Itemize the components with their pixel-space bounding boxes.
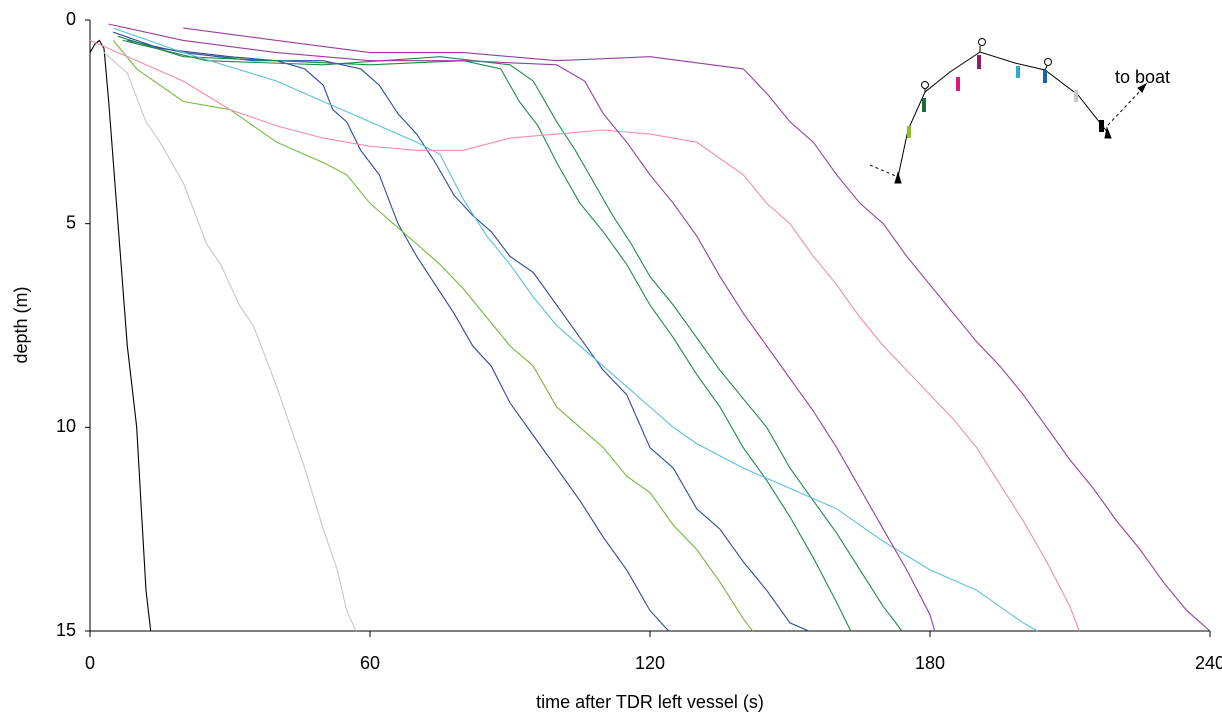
- y-tick-label: 10: [56, 416, 76, 436]
- data-line: [108, 23, 936, 632]
- data-line: [89, 39, 1080, 632]
- data-line: [103, 52, 357, 632]
- x-tick-label: 180: [915, 653, 945, 673]
- x-axis-title: time after TDR left vessel (s): [536, 692, 764, 712]
- y-tick-label: 15: [56, 620, 76, 640]
- data-line: [117, 35, 852, 632]
- y-tick-label: 5: [66, 212, 76, 232]
- data-line: [127, 39, 809, 632]
- x-tick-label: 120: [635, 653, 665, 673]
- x-tick-label: 240: [1195, 653, 1222, 673]
- annotation: to boat: [1115, 67, 1170, 87]
- x-tick-label: 60: [360, 653, 380, 673]
- data-line: [113, 31, 670, 632]
- data-line: [112, 40, 754, 632]
- data-line: [89, 39, 152, 632]
- y-axis-title: depth (m): [11, 286, 31, 363]
- data-line: [113, 27, 1038, 632]
- rig-diagram: [869, 38, 1148, 184]
- data-line: [122, 39, 903, 632]
- y-tick-label: 0: [66, 9, 76, 29]
- data-line: [183, 27, 1211, 632]
- x-tick-label: 0: [85, 653, 95, 673]
